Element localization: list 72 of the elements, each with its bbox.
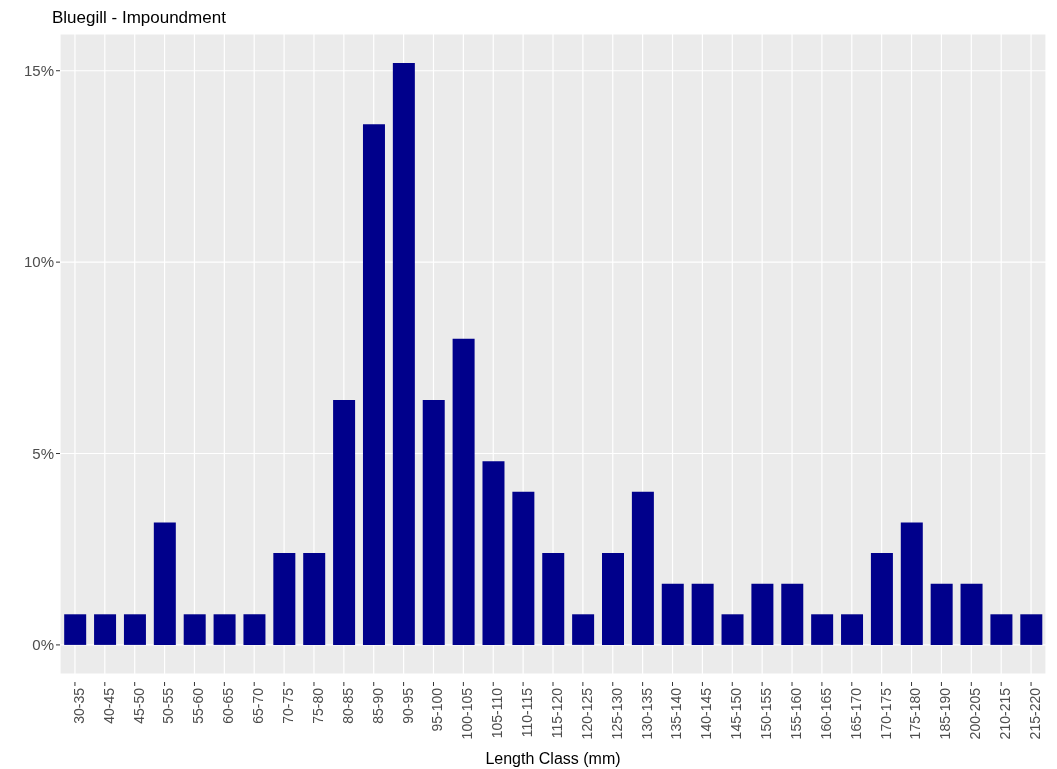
bar bbox=[811, 614, 834, 645]
x-tick-label: 100-105 bbox=[459, 687, 476, 740]
x-tick-label: 145-150 bbox=[728, 687, 745, 740]
x-tick-label: 65-70 bbox=[250, 687, 267, 724]
bar bbox=[512, 491, 535, 645]
x-tick-label: 90-95 bbox=[399, 687, 416, 724]
bar bbox=[452, 338, 475, 645]
bar bbox=[1020, 614, 1043, 645]
x-tick-label: 185-190 bbox=[937, 687, 954, 740]
x-tick-label: 40-45 bbox=[100, 687, 117, 724]
x-tick-label: 175-180 bbox=[907, 687, 924, 740]
bar bbox=[751, 583, 774, 645]
x-tick-label: 135-140 bbox=[668, 687, 685, 740]
bar bbox=[64, 614, 87, 645]
x-tick-label: 130-135 bbox=[638, 687, 655, 740]
bar bbox=[781, 583, 804, 645]
x-tick-label: 200-205 bbox=[967, 687, 984, 740]
bar bbox=[153, 522, 176, 645]
x-tick-label: 60-65 bbox=[220, 687, 237, 724]
x-tick-label: 170-175 bbox=[877, 687, 894, 740]
bar bbox=[333, 399, 356, 645]
y-tick-label: 0% bbox=[32, 636, 54, 654]
x-tick-label: 80-85 bbox=[339, 687, 356, 724]
x-axis-title: Length Class (mm) bbox=[485, 750, 621, 767]
bar bbox=[183, 614, 206, 645]
x-tick-label: 45-50 bbox=[130, 687, 147, 724]
x-tick-label: 50-55 bbox=[160, 687, 177, 724]
x-tick-label: 70-75 bbox=[279, 687, 296, 724]
bar bbox=[691, 583, 714, 645]
bar bbox=[392, 63, 415, 645]
bar bbox=[721, 614, 744, 645]
bar bbox=[631, 491, 654, 645]
bar bbox=[243, 614, 266, 645]
x-tick-label: 110-115 bbox=[519, 687, 536, 738]
x-tick-label: 115-120 bbox=[548, 687, 565, 739]
bar bbox=[213, 614, 236, 645]
x-tick-label: 150-155 bbox=[758, 687, 775, 740]
y-tick-label: 5% bbox=[32, 444, 54, 462]
bar bbox=[572, 614, 595, 645]
bar bbox=[362, 124, 385, 645]
x-tick-label: 85-90 bbox=[369, 687, 386, 724]
bar bbox=[542, 553, 565, 645]
x-tick-label: 140-145 bbox=[698, 687, 715, 740]
x-tick-label: 120-125 bbox=[578, 687, 595, 740]
x-tick-label: 165-170 bbox=[847, 687, 864, 740]
bar bbox=[870, 553, 893, 645]
bar bbox=[422, 399, 445, 645]
x-tick-label: 30-35 bbox=[70, 687, 87, 724]
y-tick-label: 15% bbox=[23, 62, 54, 80]
x-tick-label: 210-215 bbox=[997, 687, 1014, 740]
bar bbox=[841, 614, 864, 645]
chart-title: Bluegill - Impoundment bbox=[52, 8, 226, 28]
bar bbox=[661, 583, 684, 645]
bar bbox=[482, 461, 505, 645]
x-tick-label: 215-220 bbox=[1026, 687, 1043, 740]
x-tick-label: 95-100 bbox=[429, 687, 446, 732]
bar bbox=[930, 583, 953, 645]
x-tick-label: 160-165 bbox=[817, 687, 834, 740]
bar bbox=[303, 553, 326, 645]
x-tick-label: 75-80 bbox=[309, 687, 326, 724]
x-tick-label: 105-110 bbox=[489, 687, 506, 739]
bar bbox=[900, 522, 923, 645]
bar bbox=[94, 614, 117, 645]
bar bbox=[273, 553, 296, 645]
x-tick-label: 155-160 bbox=[787, 687, 804, 740]
bar bbox=[990, 614, 1013, 645]
x-tick-label: 125-130 bbox=[608, 687, 625, 740]
bar bbox=[602, 553, 624, 645]
bar bbox=[123, 614, 146, 645]
y-tick-label: 10% bbox=[23, 253, 54, 271]
bar bbox=[960, 583, 983, 645]
x-tick-label: 55-60 bbox=[190, 687, 207, 724]
